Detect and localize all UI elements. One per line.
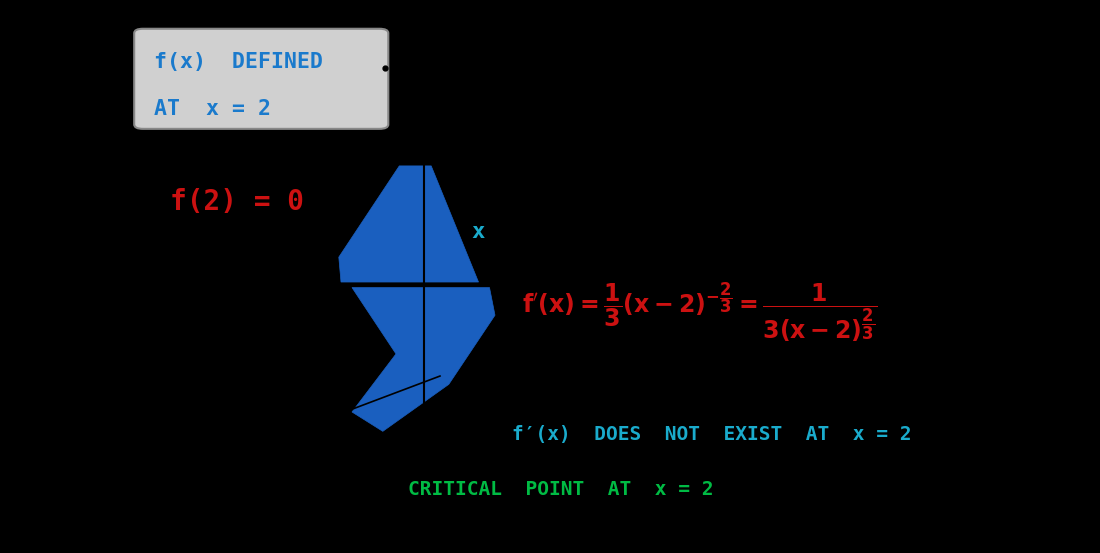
FancyBboxPatch shape <box>134 29 388 129</box>
Text: CRITICAL  POINT  AT  x = 2: CRITICAL POINT AT x = 2 <box>408 480 714 499</box>
Polygon shape <box>352 288 495 431</box>
Text: f(x)  DEFINED: f(x) DEFINED <box>154 52 323 72</box>
Text: f′(x)  DOES  NOT  EXIST  AT  x = 2: f′(x) DOES NOT EXIST AT x = 2 <box>512 425 911 444</box>
Polygon shape <box>339 166 478 282</box>
Text: x: x <box>472 222 485 242</box>
Text: AT  x = 2: AT x = 2 <box>154 99 271 119</box>
Text: $\mathbf{f'(x) = \dfrac{1}{3}(x - 2)^{-\dfrac{2}{3}} = \dfrac{1}{3(x-2)^{\dfrac{: $\mathbf{f'(x) = \dfrac{1}{3}(x - 2)^{-\… <box>522 280 879 345</box>
Text: f(2) = 0: f(2) = 0 <box>169 188 304 216</box>
